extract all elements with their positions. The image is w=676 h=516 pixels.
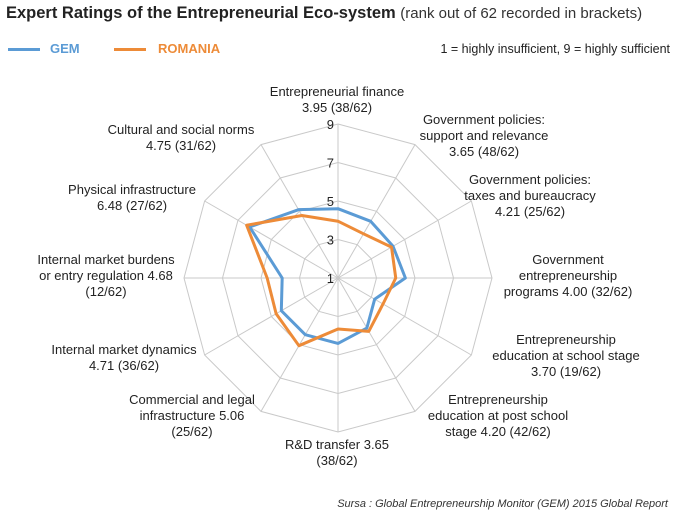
axis-label-2-line-0: Government policies: (469, 172, 591, 187)
axis-label-6-line-0: R&D transfer 3.65 (285, 437, 389, 452)
axis-label-8-line-1: 4.71 (36/62) (89, 358, 159, 373)
tick-label-5: 5 (327, 194, 334, 209)
axis-label-3-line-1: entrepreneurship (519, 268, 617, 283)
legend-swatch-romania (114, 48, 146, 51)
radar-grid (183, 123, 493, 433)
axis-label-0-line-1: 3.95 (38/62) (302, 100, 372, 115)
axis-label-6-line-1: (38/62) (316, 453, 357, 468)
axis-label-8: Internal market dynamics 4.71 (36/62) (51, 342, 197, 373)
axis-label-9-line-2: (12/62) (85, 284, 126, 299)
radar-series (245, 207, 407, 348)
axis-label-9-line-0: Internal market burdens (37, 252, 175, 267)
axis-label-3: Government entrepreneurship programs 4.00 … (504, 252, 633, 299)
series-line-gem (248, 207, 407, 345)
grid-spoke-11 (260, 144, 339, 279)
series-line-romania (245, 213, 398, 348)
grid-spoke-1 (337, 144, 416, 279)
axis-label-3-line-2: programs 4.00 (32/62) (504, 284, 633, 299)
axis-label-5-line-2: stage 4.20 (42/62) (445, 424, 551, 439)
axis-label-5-line-1: education at post school (428, 408, 568, 423)
axis-label-7: Commercial and legal infrastructure 5.06(… (129, 392, 255, 439)
tick-label-3: 3 (327, 233, 334, 248)
axis-label-9-line-1: or entry regulation 4.68 (39, 268, 173, 283)
chart-title-block: Expert Ratings of the Entrepreneurial Ec… (6, 4, 642, 23)
axis-label-7-line-0: Commercial and legal (129, 392, 255, 407)
axis-label-2-line-2: 4.21 (25/62) (495, 204, 565, 219)
grid-spoke-8 (204, 277, 339, 356)
axis-label-1-line-1: support and relevance (420, 128, 549, 143)
tick-label-9: 9 (327, 117, 334, 132)
axis-label-4: Entrepreneurship education at school stag… (492, 332, 639, 379)
axis-label-3-line-0: Government (532, 252, 604, 267)
axis-label-1: Government policies: support and relevanc… (420, 112, 549, 159)
tick-label-7: 7 (327, 156, 334, 171)
axis-label-2: Government policies: taxes and bureaucrac… (464, 172, 596, 219)
axis-label-8-line-0: Internal market dynamics (51, 342, 197, 357)
legend-swatch-gem (8, 48, 40, 51)
grid-spoke-10 (204, 200, 339, 279)
axis-label-0: Entrepreneurial finance 3.95 (38/62) (270, 84, 404, 115)
scale-note: 1 = highly insufficient, 9 = highly suff… (440, 42, 670, 56)
axis-label-2-line-1: taxes and bureaucracy (464, 188, 596, 203)
axis-label-10-line-0: Physical infrastructure (68, 182, 196, 197)
axis-label-5: Entrepreneurship education at post school… (428, 392, 568, 439)
axis-label-4-line-0: Entrepreneurship (516, 332, 616, 347)
axis-label-4-line-1: education at school stage (492, 348, 639, 363)
radar-axis-labels: Entrepreneurial finance 3.95 (38/62) Gover… (37, 84, 639, 468)
axis-label-10-line-1: 6.48 (27/62) (97, 198, 167, 213)
grid-spoke-4 (337, 277, 472, 356)
axis-label-11-line-0: Cultural and social norms (108, 122, 255, 137)
radar-ticks: 1 3 5 7 9 (327, 117, 334, 286)
legend-label-gem: GEM (50, 41, 80, 56)
chart-title: Expert Ratings of the Entrepreneurial Ec… (6, 4, 396, 22)
axis-label-10: Physical infrastructure 6.48 (27/62) (68, 182, 196, 213)
grid-spoke-2 (337, 200, 472, 279)
legend-label-romania: ROMANIA (158, 41, 221, 56)
source-note: Sursa : Global Entrepreneurship Monitor … (337, 498, 668, 510)
grid-spoke-5 (337, 277, 416, 412)
axis-label-5-line-0: Entrepreneurship (448, 392, 548, 407)
axis-label-6: R&D transfer 3.65 (38/62) (285, 437, 389, 468)
axis-label-0-line-0: Entrepreneurial finance (270, 84, 404, 99)
axis-label-11-line-1: 4.75 (31/62) (146, 138, 216, 153)
chart-subtitle: (rank out of 62 recorded in brackets) (400, 5, 643, 22)
axis-label-1-line-2: 3.65 (48/62) (449, 144, 519, 159)
axis-label-9: Internal market burdens or entry regulati… (37, 252, 175, 299)
axis-label-11: Cultural and social norms 4.75 (31/62) (108, 122, 255, 153)
tick-label-1: 1 (327, 271, 334, 286)
axis-label-7-line-2: (25/62) (171, 424, 212, 439)
axis-label-1-line-0: Government policies: (423, 112, 545, 127)
axis-label-4-line-2: 3.70 (19/62) (531, 364, 601, 379)
axis-label-7-line-1: infrastructure 5.06 (140, 408, 245, 423)
